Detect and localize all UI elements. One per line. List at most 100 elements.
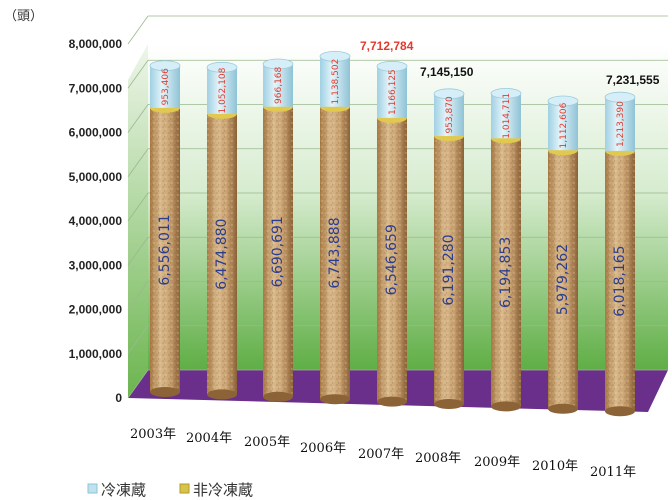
bar-nonfrozen-texture <box>548 150 578 409</box>
bar-frozen <box>548 100 578 151</box>
x-tick-label: 2005年 <box>244 435 290 450</box>
bar-base <box>263 391 293 402</box>
bar-top <box>319 51 351 62</box>
bar-top <box>433 88 465 100</box>
legend-swatch-nonfrozen <box>179 483 190 494</box>
x-tick-label: 2006年 <box>300 441 346 456</box>
bar-nonfrozen-texture <box>150 107 180 392</box>
value-label-frozen: 1,166,125 <box>388 69 398 115</box>
y-tick-label: 0 <box>115 391 122 405</box>
x-tick-label: 2004年 <box>186 431 232 446</box>
bar-group: 6,191,280 953,870 <box>433 88 465 409</box>
bar-frozen <box>150 65 180 108</box>
bar-top <box>376 60 408 72</box>
bar-top <box>547 95 579 107</box>
chart-side-wall <box>128 44 148 398</box>
total-label: 7,231,555 <box>606 73 660 87</box>
bar-nonfrozen-texture <box>320 106 350 400</box>
bar-base <box>377 396 407 407</box>
value-label-frozen: 966,168 <box>274 66 284 103</box>
legend-swatch-frozen <box>87 483 98 494</box>
x-tick-label: 2008年 <box>415 451 461 466</box>
gridline-side <box>127 369 149 399</box>
y-tick-label: 3,000,000 <box>69 258 123 272</box>
value-label-frozen: 1,213,390 <box>616 101 626 147</box>
bar-base <box>434 399 464 409</box>
y-tick-label: 7,000,000 <box>69 81 123 95</box>
gridline-side <box>127 237 149 266</box>
bar-base <box>320 394 350 405</box>
value-label-nonfrozen: 6,191,280 <box>441 234 457 305</box>
total-label: 7,712,784 <box>360 39 414 53</box>
bar-group: 6,743,888 1,138,502 <box>319 51 351 405</box>
legend-label-frozen: 冷凍蔵 <box>101 481 146 499</box>
bar-group: 6,018,165 1,213,390 <box>604 91 636 417</box>
bar-top <box>149 60 181 72</box>
bar-frozen <box>377 66 407 118</box>
value-label-frozen: 1,138,502 <box>331 59 341 105</box>
value-label-nonfrozen: 6,474,880 <box>214 219 230 290</box>
value-label-nonfrozen: 6,556,011 <box>157 214 173 285</box>
bar-group: 6,556,011 953,406 <box>149 60 181 397</box>
value-label-frozen: 1,052,108 <box>218 67 228 113</box>
bar-nonfrozen-texture <box>377 117 407 402</box>
gridline-side <box>127 281 149 310</box>
value-label-frozen: 1,014,711 <box>502 93 512 139</box>
bar-top <box>490 87 522 99</box>
y-tick-label: 2,000,000 <box>69 303 123 317</box>
bar-group: 6,474,880 1,052,108 <box>206 61 238 400</box>
bar-group: 5,979,262 1,112,606 <box>547 95 579 414</box>
value-label-nonfrozen: 6,194,853 <box>498 237 514 308</box>
value-label-nonfrozen: 6,018,165 <box>612 245 628 316</box>
bar-frozen <box>320 56 350 107</box>
x-tick-label: 2003年 <box>130 427 176 442</box>
gridline-side <box>127 325 149 354</box>
legend: 冷凍蔵 非冷凍蔵 <box>87 481 253 499</box>
bar-group: 6,194,853 1,014,711 <box>490 87 522 412</box>
x-tick-label: 2009年 <box>474 455 520 470</box>
x-tick-label: 2010年 <box>532 459 578 474</box>
bar-frozen <box>605 97 635 151</box>
bar-top <box>604 91 636 103</box>
value-label-nonfrozen: 6,690,691 <box>270 216 286 287</box>
y-tick-label: 4,000,000 <box>69 214 123 228</box>
gridline-side <box>127 104 149 133</box>
bar-group: 6,690,691 966,168 <box>262 58 294 402</box>
bar-frozen <box>434 93 464 137</box>
bar-frozen <box>207 67 237 114</box>
value-label-frozen: 953,870 <box>445 96 455 133</box>
bar-nonfrozen-texture <box>491 138 521 407</box>
bar-frozen <box>263 63 293 107</box>
gridline-side <box>127 148 149 177</box>
bar-nonfrozen-texture <box>207 113 237 395</box>
bar-frozen <box>491 93 521 139</box>
y-tick-label: 8,000,000 <box>69 37 123 51</box>
value-label-nonfrozen: 6,546,659 <box>384 224 400 295</box>
gridline-side <box>127 60 149 89</box>
bar-base <box>605 406 635 417</box>
bar-group: 6,546,659 1,166,125 <box>376 60 408 407</box>
value-label-frozen: 953,406 <box>161 68 171 105</box>
bar-base <box>491 401 521 412</box>
legend-label-nonfrozen: 非冷凍蔵 <box>193 481 253 499</box>
bar-nonfrozen-texture <box>434 136 464 404</box>
value-label-nonfrozen: 6,743,888 <box>327 217 343 288</box>
value-label-nonfrozen: 5,979,262 <box>555 244 571 315</box>
value-label-frozen: 1,112,606 <box>559 102 569 148</box>
total-label: 7,145,150 <box>420 65 474 79</box>
gridline-side <box>127 15 149 45</box>
y-tick-label: 5,000,000 <box>69 170 123 184</box>
bar-base <box>150 387 180 397</box>
x-tick-label: 2011年 <box>590 465 636 480</box>
y-tick-label: 1,000,000 <box>69 347 123 361</box>
bar-base <box>207 389 237 400</box>
x-tick-label: 2007年 <box>358 447 404 462</box>
y-unit-label: （頭） <box>4 9 43 24</box>
bar-top <box>262 58 294 70</box>
bar-base <box>548 403 578 414</box>
bar-nonfrozen-texture <box>263 106 293 397</box>
bar-nonfrozen-texture <box>605 150 635 412</box>
bar-top <box>206 61 238 73</box>
